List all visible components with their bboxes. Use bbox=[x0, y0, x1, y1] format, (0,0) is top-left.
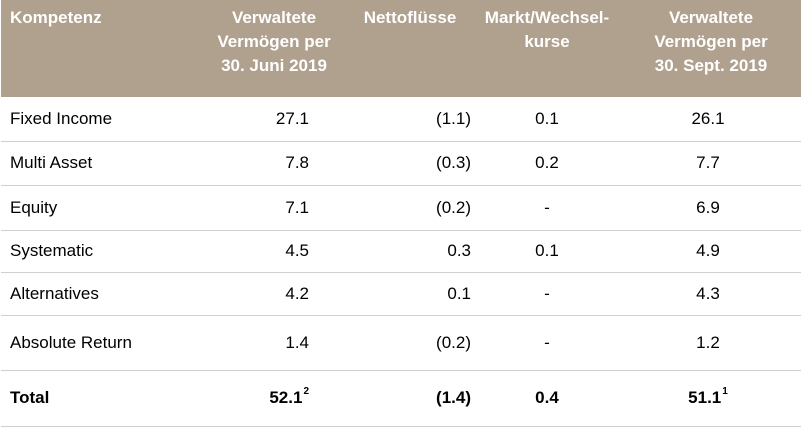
row-label: Alternatives bbox=[1, 272, 201, 316]
total-aum-june-value: 52.1 bbox=[269, 388, 303, 407]
table-row: Absolute Return 1.4 (0.2) - 1.2 bbox=[1, 315, 801, 371]
row-label: Systematic bbox=[1, 230, 201, 273]
cell-aum-sept: 1.2 bbox=[621, 315, 801, 371]
cell-market-fx: 0.2 bbox=[473, 141, 621, 186]
total-aum-sept-value: 51.1 bbox=[688, 388, 722, 407]
cell-net-flows: (1.1) bbox=[347, 97, 473, 142]
row-label: Equity bbox=[1, 185, 201, 231]
table-row: Systematic 4.5 0.3 0.1 4.9 bbox=[1, 230, 801, 273]
total-market-fx: 0.4 bbox=[473, 370, 621, 427]
row-label: Absolute Return bbox=[1, 315, 201, 371]
cell-aum-june: 4.5 bbox=[201, 230, 347, 273]
total-row: Total 52.12 (1.4) 0.4 51.11 bbox=[1, 370, 801, 427]
cell-market-fx: - bbox=[473, 315, 621, 371]
cell-aum-june: 27.1 bbox=[201, 97, 347, 142]
table-row: Fixed Income 27.1 (1.1) 0.1 26.1 bbox=[1, 97, 801, 142]
table-row: Equity 7.1 (0.2) - 6.9 bbox=[1, 185, 801, 231]
cell-net-flows: 0.3 bbox=[347, 230, 473, 273]
header-net-flows: Nettoflüsse bbox=[347, 0, 473, 97]
footnote-marker: 2 bbox=[303, 386, 309, 397]
table-body: Fixed Income 27.1 (1.1) 0.1 26.1 Multi A… bbox=[1, 97, 801, 427]
table-row: Multi Asset 7.8 (0.3) 0.2 7.7 bbox=[1, 141, 801, 186]
cell-net-flows: (0.2) bbox=[347, 185, 473, 231]
cell-aum-sept: 6.9 bbox=[621, 185, 801, 231]
cell-aum-june: 7.1 bbox=[201, 185, 347, 231]
cell-net-flows: 0.1 bbox=[347, 272, 473, 316]
footnote-marker: 1 bbox=[722, 386, 728, 397]
cell-net-flows: (0.3) bbox=[347, 141, 473, 186]
total-aum-sept: 51.11 bbox=[621, 370, 801, 427]
total-aum-june: 52.12 bbox=[201, 370, 347, 427]
cell-aum-sept: 4.9 bbox=[621, 230, 801, 273]
header-aum-sept: Verwaltete Vermögen per 30. Sept. 2019 bbox=[621, 0, 801, 97]
table-row: Alternatives 4.2 0.1 - 4.3 bbox=[1, 272, 801, 316]
header-market-fx: Markt/Wechsel- kurse bbox=[473, 0, 621, 97]
total-net-flows: (1.4) bbox=[347, 370, 473, 427]
cell-net-flows: (0.2) bbox=[347, 315, 473, 371]
cell-aum-june: 1.4 bbox=[201, 315, 347, 371]
table-header: Kompetenz Verwaltete Vermögen per 30. Ju… bbox=[1, 0, 801, 97]
header-kompetenz: Kompetenz bbox=[1, 0, 201, 97]
total-label: Total bbox=[1, 370, 201, 427]
cell-market-fx: - bbox=[473, 272, 621, 316]
cell-market-fx: 0.1 bbox=[473, 230, 621, 273]
cell-aum-sept: 7.7 bbox=[621, 141, 801, 186]
cell-aum-june: 7.8 bbox=[201, 141, 347, 186]
row-label: Fixed Income bbox=[1, 97, 201, 142]
cell-market-fx: 0.1 bbox=[473, 97, 621, 142]
cell-aum-sept: 4.3 bbox=[621, 272, 801, 316]
cell-market-fx: - bbox=[473, 185, 621, 231]
cell-aum-june: 4.2 bbox=[201, 272, 347, 316]
row-label: Multi Asset bbox=[1, 141, 201, 186]
header-row: Kompetenz Verwaltete Vermögen per 30. Ju… bbox=[1, 0, 801, 97]
cell-aum-sept: 26.1 bbox=[621, 97, 801, 142]
header-aum-june: Verwaltete Vermögen per 30. Juni 2019 bbox=[201, 0, 347, 97]
